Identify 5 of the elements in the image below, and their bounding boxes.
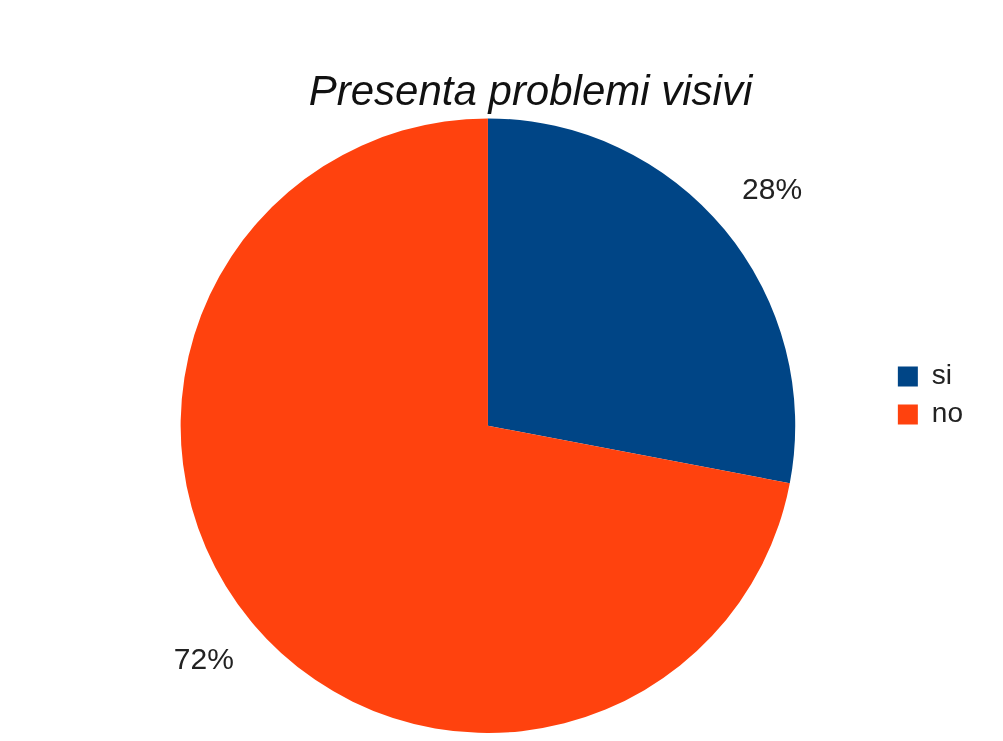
legend-label: no <box>931 397 964 429</box>
legend-label: si <box>931 359 953 391</box>
data-label: 28% <box>742 171 803 205</box>
data-label: 72% <box>173 642 234 676</box>
chart-title: Presenta problemi visivi <box>308 66 754 114</box>
